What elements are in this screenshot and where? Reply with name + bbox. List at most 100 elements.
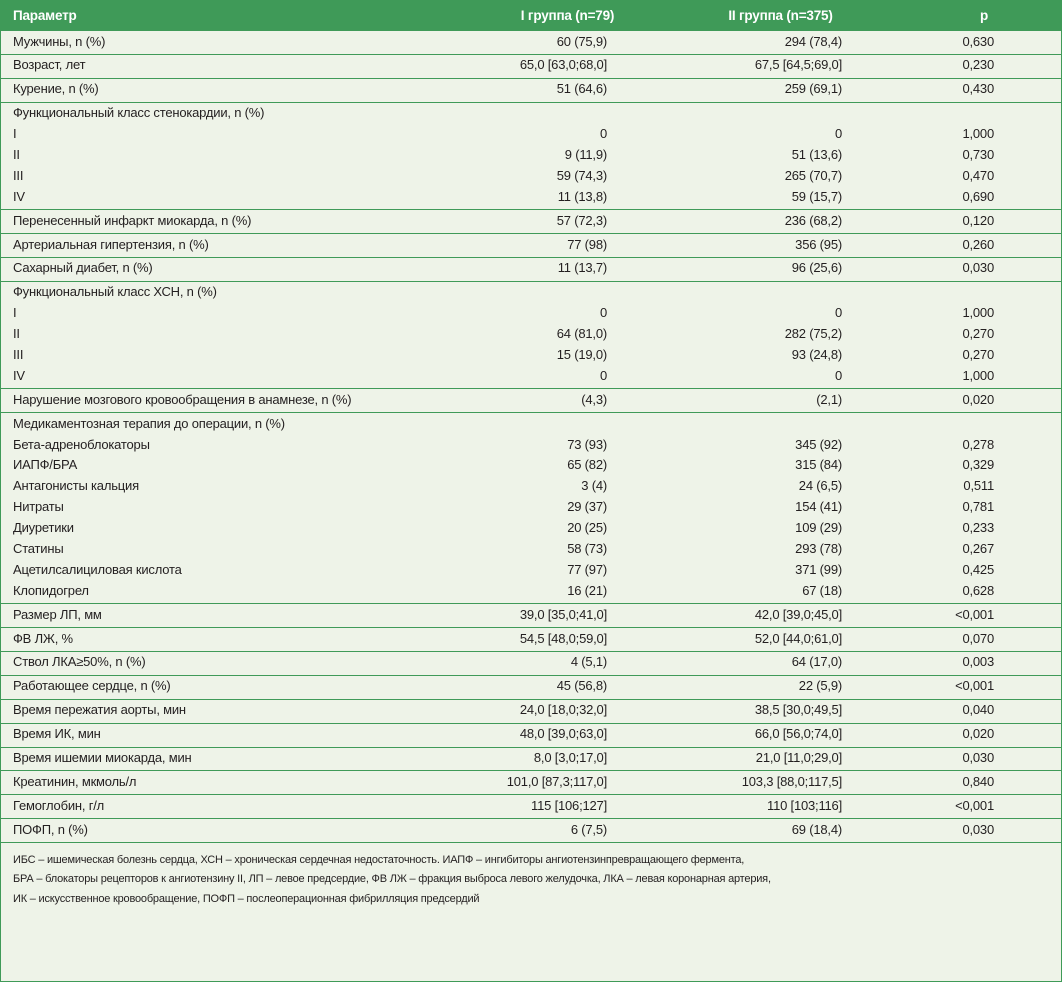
group-1-cell: 54,5 [48,0;59,0] [481,627,654,652]
parameter-cell: Функциональный класс стенокардии, n (%) I… [1,102,481,211]
p-value-cell: <0,001 [907,603,1061,629]
group-1-value: 48,0 [39,0;63,0] [519,726,607,742]
group-2-value: 42,0 [39,0;45,0] [754,606,842,622]
group-2-cell: 64 (17,0) [654,651,907,676]
group-2-value: 282 (75,2) [784,326,842,342]
parameter-label: Ствол ЛКА≥50%, n (%) [13,654,146,670]
parameter-label: Гемоглобин, г/л [13,797,105,813]
parameter-cell: Ствол ЛКА≥50%, n (%) [1,651,481,676]
group-1-value: 77 (97) [567,561,607,577]
table-row: Функциональный класс ХСН, n (%) I II III IV … [1,281,1061,390]
group-2-value: 24 (6,5) [798,478,842,494]
parameter-cell: Возраст, лет [1,54,481,79]
spacer [907,103,994,124]
group-2-value: 93 (24,8) [791,346,842,362]
table-row: Артериальная гипертензия, n (%) 77 (98) 35… [1,233,1061,258]
parameter-cell: Время ИК, мин [1,723,481,748]
parameter-label: Артериальная гипертензия, n (%) [13,236,209,252]
group-2-value: 21,0 [11,0;29,0] [755,750,842,765]
p-value: 0,120 [962,212,994,228]
table-row: Медикаментозная терапия до операции, n (… [1,412,1061,605]
group-2-value: 51 (13,6) [791,146,842,162]
group-1-value: 64 (81,0) [556,326,607,342]
group-1-cell: 24,0 [18,0;32,0] [481,699,654,724]
parameter-label: Перенесенный инфаркт миокарда, n (%) [13,212,252,228]
p-value: 0,329 [962,457,994,473]
parameter-label: Нарушение мозгового кровообращения в ана… [13,391,352,407]
spacer [481,414,607,435]
group-2-value: 110 [103;116] [767,797,842,813]
p-value-cell: 0,020 [907,723,1061,748]
group-1-value: 20 (25) [567,520,607,536]
group-2-value: 22 (5,9) [798,678,842,694]
group-2-cell: (2,1) [654,388,907,414]
parameter-cell: Артериальная гипертензия, n (%) [1,233,481,258]
group-2-value: 103,3 [88,0;117,5] [741,773,842,789]
p-value: 0,470 [962,167,994,183]
table-header: Параметр I группа (n=79) II группа (n=37… [1,1,1061,31]
group-2-value: 315 (84) [795,457,842,473]
parameter-cell: Нарушение мозгового кровообращения в ана… [1,388,481,414]
p-value: <0,001 [955,797,994,813]
group-2-cell: 0 282 (75,2) 93 (24,8) 0 [654,281,907,390]
parameter-label: I [13,126,17,142]
group-1-value: 58 (73) [567,540,607,556]
p-value: 0,040 [962,702,994,718]
p-value-cell: 0,070 [907,627,1061,652]
p-value: 0,020 [962,391,994,407]
parameter-cell: Работающее сердце, n (%) [1,675,481,700]
group-2-value: 259 (69,1) [784,81,842,97]
p-value: 0,030 [962,750,994,765]
group-2-cell: 52,0 [44,0;61,0] [654,627,907,652]
p-value: 1,000 [962,305,994,321]
group-2-value: 236 (68,2) [784,212,842,228]
parameter-cell: Размер ЛП, мм [1,603,481,629]
parameter-label: Диуретики [13,520,74,536]
group-1-cell: 77 (98) [481,233,654,258]
group-1-value: 6 (7,5) [570,821,607,837]
table-row: ФВ ЛЖ, % 54,5 [48,0;59,0] 52,0 [44,0;61,0]… [1,627,1061,652]
table-row: Ствол ЛКА≥50%, n (%) 4 (5,1) 64 (17,0) 0,00… [1,651,1061,676]
group-1-value: 0 [599,126,607,142]
p-value: 0,730 [962,146,994,162]
group-1-value: 73 (93) [567,436,607,452]
group-2-value: 345 (92) [795,436,842,452]
group-1-value: 15 (19,0) [556,346,607,362]
group-2-cell: 103,3 [88,0;117,5] [654,770,907,796]
group-2-value: 294 (78,4) [784,33,842,49]
p-value: 0,270 [962,326,994,342]
group-1-cell: 0 64 (81,0) 15 (19,0) 0 [481,281,654,390]
group-1-value: 29 (37) [567,499,607,515]
group-2-cell: 21,0 [11,0;29,0] [654,747,907,772]
group-1-value: 65,0 [63,0;68,0] [519,57,607,73]
spacer [907,282,994,303]
parameter-label: II [13,326,20,342]
header-p-value: p [907,1,1061,31]
group-1-value: 11 (13,7) [557,260,607,276]
table-row: Курение, n (%) 51 (64,6) 259 (69,1) 0,430 [1,78,1061,103]
group-2-value: 66,0 [56,0;74,0] [754,726,842,742]
group-2-cell: 22 (5,9) [654,675,907,700]
group-2-value: 154 (41) [795,499,842,515]
parameter-label: Бета-адреноблокаторы [13,436,150,452]
p-value-cell: 0,030 [907,257,1061,282]
parameter-label: Клопидогрел [13,582,89,598]
parameter-cell: Время ишемии миокарда, мин [1,747,481,772]
parameter-label: Статины [13,540,64,556]
p-value: 0,003 [962,654,994,670]
table-row: Время ишемии миокарда, мин 8,0 [3,0;17,0]… [1,747,1061,772]
group-2-value: 52,0 [44,0;61,0] [754,630,842,646]
group-2-cell: 66,0 [56,0;74,0] [654,723,907,748]
p-value: <0,001 [955,678,994,694]
group-2-cell: 69 (18,4) [654,818,907,844]
parameter-cell: Мужчины, n (%) [1,31,481,55]
p-value: <0,001 [955,606,994,622]
table-row: Размер ЛП, мм 39,0 [35,0;41,0] 42,0 [39,0;… [1,603,1061,629]
parameter-label: III [13,346,24,362]
group-1-value: 51 (64,6) [556,81,607,97]
spacer [654,282,842,303]
p-value-cell: 0,278 0,329 0,511 0,781 0,233 0,267 0,425 0,628 [907,412,1061,605]
table-row: Работающее сердце, n (%) 45 (56,8) 22 (5,9… [1,675,1061,700]
group-1-value: 65 (82) [567,457,607,473]
group-1-value: 16 (21) [567,582,607,598]
